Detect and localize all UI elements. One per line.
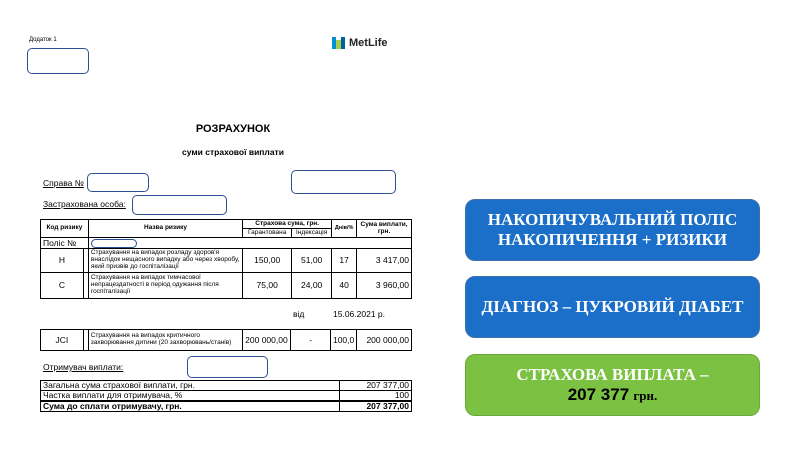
- risk-name: Страхування на випадок критичного захвор…: [87, 329, 243, 351]
- risk-name: Страхування на випадок тимчасової непрац…: [87, 272, 244, 299]
- table-row: JCI Страхування на випадок критичного зах…: [40, 329, 412, 351]
- payout: 3 417,00: [356, 248, 412, 273]
- recipient-field[interactable]: [187, 356, 268, 378]
- payout-amount: 207 377: [567, 385, 630, 404]
- date-value: 15.06.2021 р.: [333, 309, 385, 319]
- guaranteed: 150,00: [242, 248, 293, 273]
- indexation: -: [290, 329, 331, 351]
- policy-number-field[interactable]: [90, 238, 137, 248]
- due-value: 207 377,00: [339, 400, 412, 413]
- risk-code: С: [40, 272, 84, 299]
- header-code: Код ризику: [40, 219, 89, 238]
- header-sum-insured: Страхова сума, грн.: [242, 219, 333, 229]
- indexation: 24,00: [291, 272, 333, 299]
- insured-label: Застрахована особа:: [43, 199, 126, 209]
- days: 17: [331, 248, 358, 273]
- risk-code: JCI: [40, 329, 84, 351]
- policy-label: Поліс №: [40, 237, 89, 249]
- callout-policy: НАКОПИЧУВАЛЬНИЙ ПОЛІС НАКОПИЧЕННЯ + РИЗИК…: [465, 199, 760, 261]
- table-row: Н Страхування на випадок розладу здоров'я…: [40, 248, 412, 273]
- risk-table: Код ризику Назва ризику Страхова сума, грн…: [40, 219, 413, 299]
- header-name: Назва ризику: [87, 219, 244, 238]
- due-label: Сума до сплати отримувачу, грн.: [39, 400, 341, 413]
- case-extra-field[interactable]: [291, 170, 396, 194]
- recipient-label: Отримувач виплати:: [43, 362, 124, 372]
- metlife-logo: MetLife: [332, 37, 388, 49]
- payout: 200 000,00: [356, 329, 412, 351]
- risk-name: Страхування на випадок розладу здоров'я …: [87, 248, 244, 273]
- header-payout: Сума виплати, грн.: [356, 219, 412, 238]
- total-value: 207 377,00: [339, 380, 412, 391]
- header-guaranteed: Гарантована: [242, 228, 293, 238]
- share-value: 100: [339, 389, 412, 402]
- days: 40: [331, 272, 358, 299]
- indexation: 51,00: [291, 248, 333, 273]
- appendix-field[interactable]: [27, 48, 89, 74]
- payout: 3 960,00: [356, 272, 412, 299]
- callout-payout: СТРАХОВА ВИПЛАТА –207 377 грн.: [465, 354, 760, 416]
- date-label: від: [293, 309, 305, 319]
- doc-subtitle: суми страхової виплати: [182, 147, 284, 157]
- days: 100,0: [329, 329, 358, 351]
- insured-person-field[interactable]: [132, 195, 227, 215]
- header-days: Днів/%: [331, 219, 358, 238]
- risk-code: Н: [40, 248, 84, 273]
- case-number-field[interactable]: [87, 173, 149, 192]
- table-row: С Страхування на випадок тимчасової непра…: [40, 272, 412, 299]
- metlife-logo-icon: [332, 37, 345, 49]
- doc-title: РОЗРАХУНОК: [195, 123, 271, 135]
- appendix-label: Додаток 1: [29, 37, 57, 43]
- jci-table: JCI Страхування на випадок критичного зах…: [40, 329, 412, 351]
- total-label: Загальна сума страхової виплати, грн.: [39, 380, 341, 391]
- callout-diagnosis: ДІАГНОЗ – ЦУКРОВИЙ ДІАБЕТ: [465, 276, 760, 338]
- header-indexation: Індексація: [291, 228, 333, 238]
- guaranteed: 200 000,00: [241, 329, 292, 351]
- guaranteed: 75,00: [242, 272, 293, 299]
- totals-table: Загальна сума страхової виплати, грн. 207…: [39, 380, 412, 413]
- case-label: Справа №: [43, 178, 84, 188]
- share-label: Частка виплати для отримувача, %: [39, 389, 341, 402]
